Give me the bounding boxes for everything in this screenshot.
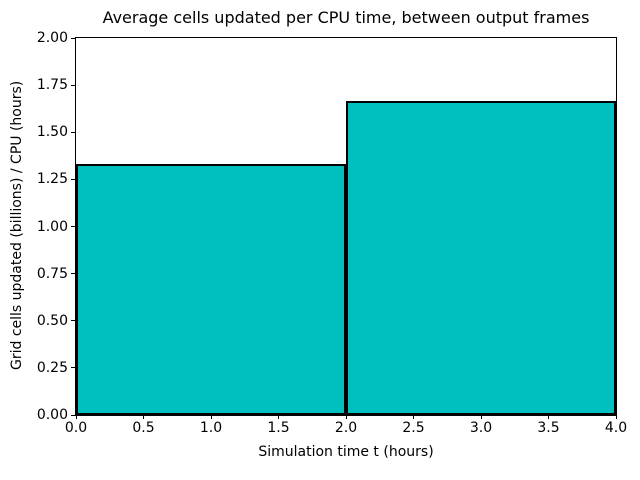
x-tick-label: 0.5 xyxy=(132,420,155,436)
x-tick-mark xyxy=(278,415,279,419)
y-tick-mark xyxy=(71,320,75,322)
y-tick-label: 0.50 xyxy=(36,312,68,329)
x-tick-label: 2.5 xyxy=(402,420,425,436)
chart-title: Average cells updated per CPU time, betw… xyxy=(102,8,590,27)
x-tick-mark xyxy=(75,415,77,419)
histogram-bar xyxy=(346,100,616,415)
x-tick-mark xyxy=(413,415,414,419)
y-axis-label: Grid cells updated (billions) / CPU (hou… xyxy=(9,80,25,371)
y-tick-label: 0.00 xyxy=(36,407,68,423)
y-tick-label: 1.50 xyxy=(36,124,68,141)
y-tick-mark xyxy=(71,131,75,133)
y-tick-label: 2.00 xyxy=(36,30,68,46)
y-tick-mark xyxy=(71,414,75,416)
x-tick-label: 3.5 xyxy=(537,420,560,436)
x-tick-label: 1.0 xyxy=(199,420,223,436)
x-tick-mark xyxy=(345,415,347,419)
y-tick-label: 1.00 xyxy=(36,218,68,235)
y-tick-mark xyxy=(71,367,75,369)
x-tick-mark xyxy=(480,415,482,419)
x-tick-mark xyxy=(615,415,617,419)
x-tick-label: 1.5 xyxy=(267,420,290,436)
y-tick-label: 1.25 xyxy=(36,171,68,188)
y-tick-mark xyxy=(71,84,75,86)
y-tick-label: 1.75 xyxy=(36,77,68,94)
x-tick-mark xyxy=(548,415,549,419)
y-tick-mark xyxy=(71,178,75,180)
plot-area: 0.0 0.5 1.0 1.5 2.0 2.5 3.0 3.5 4.0 0.00 0.25 0.50 0… xyxy=(37,30,627,436)
x-tick-mark xyxy=(210,415,212,419)
x-tick-mark xyxy=(143,415,144,419)
y-tick-label: 0.75 xyxy=(36,265,68,282)
y-tick-mark xyxy=(71,273,75,275)
y-tick-mark xyxy=(71,37,75,39)
x-tick-label: 3.0 xyxy=(469,420,493,436)
x-axis-label: Simulation time t (hours) xyxy=(258,444,434,460)
x-tick-label: 0.0 xyxy=(64,420,88,436)
histogram-bar xyxy=(76,163,346,415)
y-tick-mark xyxy=(71,226,75,227)
y-tick-label: 0.25 xyxy=(36,359,68,376)
x-tick-label: 4.0 xyxy=(604,420,628,436)
x-tick-label: 2.0 xyxy=(334,420,358,436)
